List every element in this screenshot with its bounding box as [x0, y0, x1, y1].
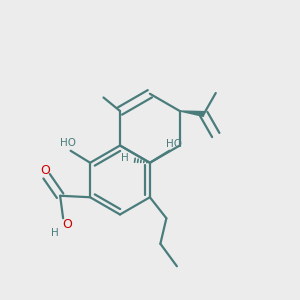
Text: H: H	[51, 228, 58, 238]
Text: HO: HO	[60, 138, 76, 148]
Text: H: H	[121, 153, 128, 163]
Text: O: O	[40, 164, 50, 177]
Polygon shape	[180, 111, 204, 116]
Text: O: O	[62, 218, 72, 231]
Text: HO: HO	[166, 139, 182, 149]
